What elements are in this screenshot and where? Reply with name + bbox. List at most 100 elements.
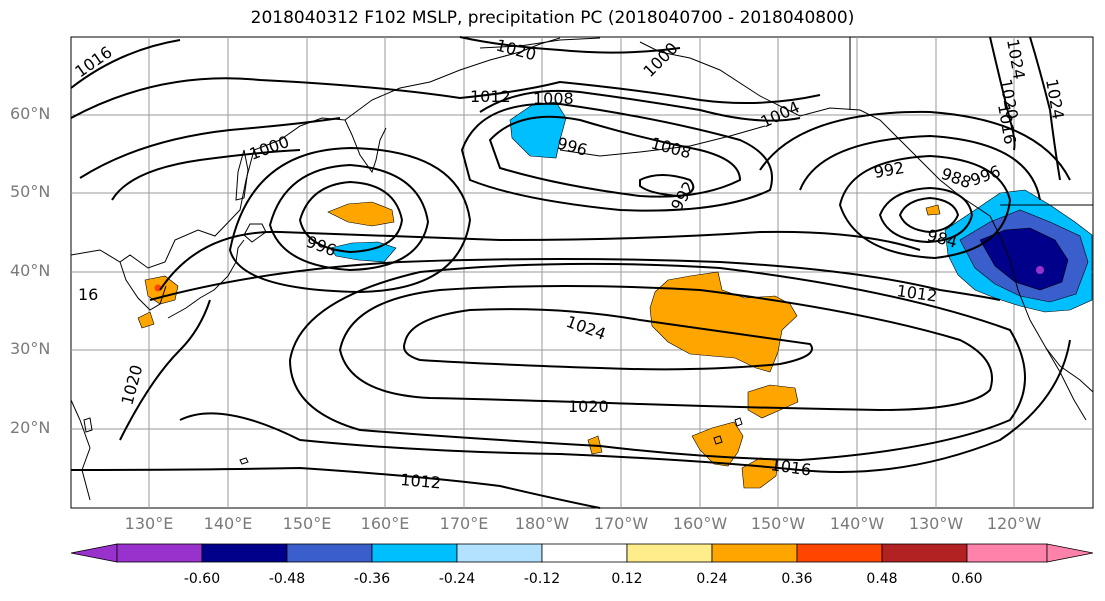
isobar-1020-ne xyxy=(989,36,1016,151)
precip-positive-hawaii-a xyxy=(747,384,799,419)
isobar-label: 1012 xyxy=(470,87,511,106)
colorbar xyxy=(70,543,1094,563)
colorbar-bin xyxy=(286,543,373,563)
lon-label: 160°W xyxy=(672,514,728,533)
lat-label: 40°N xyxy=(10,261,51,280)
lon-label: 150°W xyxy=(750,514,806,533)
coast-kamchatka xyxy=(344,119,387,174)
colorbar-tick-label: 0.48 xyxy=(866,571,898,587)
isobar-1004-japan xyxy=(228,146,472,294)
isobar-1016-nw xyxy=(70,39,181,89)
isobar-996-goa xyxy=(838,154,1012,260)
precip-shading xyxy=(137,101,1093,489)
coast-asia-mainland xyxy=(70,37,561,269)
precip-negative-westcoast-peak xyxy=(1036,266,1044,274)
precip-positive-japan-sea xyxy=(327,201,395,227)
isobar-1012-south xyxy=(70,466,601,509)
isobar-1000-asia xyxy=(111,149,301,201)
isobar-1024-high xyxy=(403,308,813,371)
lon-label: 130°E xyxy=(124,514,174,533)
coast-na-west xyxy=(989,215,1094,393)
lon-label: 160°E xyxy=(360,514,410,533)
lon-label: 130°W xyxy=(908,514,964,533)
island-hawaii-b xyxy=(713,435,723,445)
colorbar-bin xyxy=(796,543,883,563)
precip-positive-korea xyxy=(144,275,179,305)
lon-label: 140°E xyxy=(203,514,253,533)
isobar-1016-high xyxy=(288,262,1026,462)
colorbar-bin xyxy=(456,543,543,563)
colorbar-tick-label: -0.12 xyxy=(523,571,561,587)
isobar-label: 1020 xyxy=(568,397,609,416)
colorbar-arrow-left xyxy=(70,543,118,563)
coast-hokkaido xyxy=(243,223,267,243)
isobar-1000-bering xyxy=(460,102,773,212)
isobar-1004-goa xyxy=(759,110,1071,181)
isobar-996-bering xyxy=(488,115,742,198)
colorbar-tick-label: 0.12 xyxy=(611,571,643,587)
isobar-1000-japan xyxy=(268,163,430,272)
colorbar-bin xyxy=(626,543,713,563)
lon-label: 170°E xyxy=(439,514,489,533)
colorbar-tick-label: 0.60 xyxy=(951,571,983,587)
colorbar-bin xyxy=(881,543,968,563)
coast-china-south xyxy=(70,399,91,501)
isobar-1012-mid xyxy=(149,258,1001,301)
island-small-a xyxy=(239,457,249,465)
map-title: 2018040312 F102 MSLP, precipitation PC (… xyxy=(250,8,855,28)
isobar-1000-goa xyxy=(799,134,1041,201)
lat-label: 20°N xyxy=(10,418,51,437)
isobar-1020-west xyxy=(119,299,211,441)
coast-korea xyxy=(119,261,167,311)
coast-chukotka xyxy=(479,37,601,49)
isobar-label: 1012 xyxy=(400,470,442,492)
isobar-1020-high xyxy=(338,285,993,412)
coast-baja xyxy=(1045,347,1087,421)
island-hawaii xyxy=(734,417,743,427)
lon-label: 140°W xyxy=(829,514,885,533)
coast-aleutians xyxy=(559,125,766,157)
coastlines xyxy=(70,37,1094,501)
precip-positive-goa xyxy=(925,204,941,216)
colorbar-tick-label: -0.24 xyxy=(438,571,476,587)
lat-label: 60°N xyxy=(10,104,51,123)
colorbar-tick-label: -0.60 xyxy=(183,571,221,587)
isobar-label: 16 xyxy=(78,285,98,304)
isobar-1012-north xyxy=(70,77,821,119)
colorbar-tick-label: 0.24 xyxy=(696,571,728,587)
colorbar-tick-label: 0.36 xyxy=(781,571,813,587)
colorbar-bin xyxy=(966,543,1048,563)
isobar-992-bering xyxy=(639,174,695,198)
isobar-1020-north xyxy=(459,36,681,54)
isobars xyxy=(70,36,1071,509)
lat-label: 50°N xyxy=(10,182,51,201)
isobar-996-japan xyxy=(298,180,404,254)
coast-taiwan xyxy=(83,417,93,433)
colorbar-bin xyxy=(541,543,628,563)
isobar-992-goa xyxy=(878,186,974,244)
lon-label: 150°E xyxy=(282,514,332,533)
isobar-1016-south xyxy=(179,339,1071,473)
colorbar-bin xyxy=(711,543,798,563)
isobar-988-goa xyxy=(898,196,960,234)
colorbar-tick-label: -0.36 xyxy=(353,571,391,587)
precip-positive-kyushu xyxy=(137,311,155,329)
precip-negative-westcoast-core xyxy=(979,227,1069,291)
lon-label: 180°W xyxy=(514,514,570,533)
colorbar-arrow-right xyxy=(1046,543,1094,563)
precip-positive-pacific xyxy=(649,271,798,373)
isobar-1004-asia xyxy=(79,117,341,179)
colorbar-bin xyxy=(201,543,288,563)
isobar-label: 1008 xyxy=(533,89,574,108)
coast-alaska xyxy=(639,41,991,217)
isobar-1024-ne xyxy=(1029,36,1061,181)
lat-label: 30°N xyxy=(10,339,51,358)
colorbar-bin xyxy=(371,543,458,563)
colorbar-tick-label: -0.48 xyxy=(268,571,306,587)
lon-label: 120°W xyxy=(986,514,1042,533)
coast-sakhalin xyxy=(235,149,249,201)
colorbar-bin xyxy=(116,543,203,563)
lon-label: 170°W xyxy=(593,514,649,533)
isobar-1008-bering xyxy=(479,89,801,122)
